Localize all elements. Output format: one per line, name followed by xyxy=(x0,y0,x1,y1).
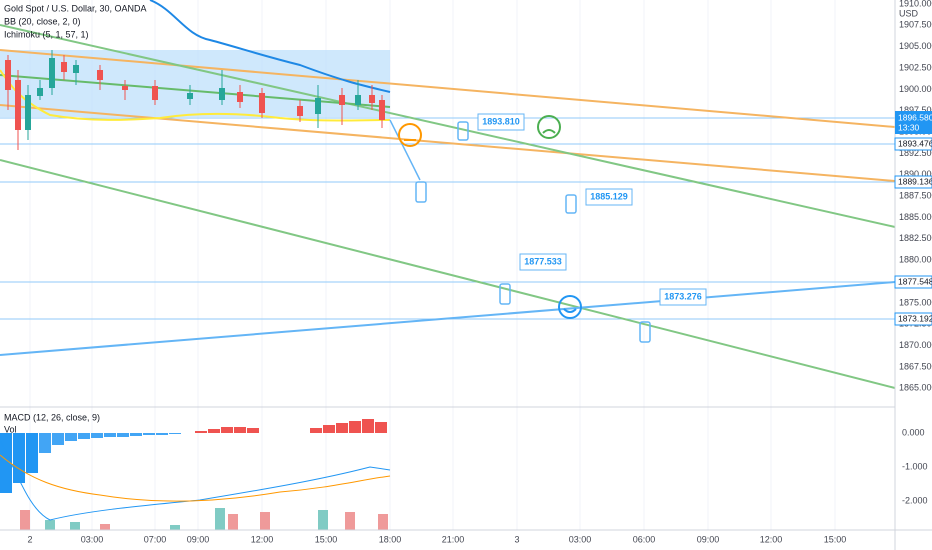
annotation: 1873.276 xyxy=(664,291,702,301)
time-tick-label: 2 xyxy=(27,534,32,544)
range-box xyxy=(0,50,390,117)
price-badge-label: 1873.192 xyxy=(898,313,932,323)
time-tick-label: 03:00 xyxy=(81,534,104,544)
price-tick-label: 1910.000 xyxy=(899,0,932,8)
time-tick-label: 15:00 xyxy=(824,534,847,544)
time-tick-label: 09:00 xyxy=(697,534,720,544)
time-tick-label: 18:00 xyxy=(379,534,402,544)
price-tick-label: 1892.500 xyxy=(899,148,932,158)
macd-tick-label: -2.000 xyxy=(902,495,928,505)
price-tick-label: 1902.500 xyxy=(899,62,932,72)
price-tick-label: 1900.000 xyxy=(899,84,932,94)
price-badge xyxy=(894,312,932,326)
legend: Gold Spot / U.S. Dollar, 30, OANDA BB (2… xyxy=(4,3,147,39)
indicator-label: Vol xyxy=(4,424,17,434)
indicator-label: MACD (12, 26, close, 9) xyxy=(4,412,100,422)
time-tick-label: 06:00 xyxy=(633,534,656,544)
price-tick-label: 1907.500 xyxy=(899,20,932,30)
candles xyxy=(5,50,385,150)
level-lines xyxy=(0,117,895,320)
price-tick-label: 1870.000 xyxy=(899,340,932,350)
time-tick-label: 09:00 xyxy=(187,534,210,544)
time-tick-label: 21:00 xyxy=(442,534,465,544)
price-tick-label: 1865.000 xyxy=(899,383,932,393)
symbol-title: Gold Spot / U.S. Dollar, 30, OANDA xyxy=(4,3,147,13)
time-tick-label: 15:00 xyxy=(315,534,338,544)
last-price: 1896.580 xyxy=(898,112,932,122)
price-tick-label: 1897.500 xyxy=(899,105,932,115)
price-badge-label: 1889.136 xyxy=(898,176,932,186)
indicator-label: BB (20, close, 2, 0) xyxy=(4,16,81,26)
time-tick-label: 07:00 xyxy=(144,534,167,544)
price-tick-label: 1882.500 xyxy=(899,233,932,243)
annotation: 1877.533 xyxy=(524,256,562,266)
macd-tick-label: -1.000 xyxy=(902,461,928,471)
indicator-label: Ichimoku (5, 1, 57, 1) xyxy=(4,29,89,39)
price-tick-label: 1867.500 xyxy=(899,361,932,371)
last-price-badge xyxy=(895,111,932,134)
price-tick-label: 1880.000 xyxy=(899,255,932,265)
annotation: 1885.129 xyxy=(590,191,628,201)
trend-lines xyxy=(0,0,896,389)
price-tick-label: 1885.000 xyxy=(899,212,932,222)
emoji-icons xyxy=(398,115,651,343)
price-badge-label: 1893.476 xyxy=(898,138,932,148)
price-tick-label: 1905.000 xyxy=(899,41,932,51)
macd-tick-label: 0.000 xyxy=(902,427,925,437)
price-tick-label: 1875.000 xyxy=(899,297,932,307)
price-tick-label: 1890.000 xyxy=(899,169,932,179)
price-badge xyxy=(894,137,932,151)
price-badge xyxy=(894,175,932,189)
time-tick-label: 12:00 xyxy=(760,534,783,544)
price-tick-label: 1887.500 xyxy=(899,191,932,201)
annotation: 1893.810 xyxy=(482,116,520,126)
price-axis: USD xyxy=(894,0,919,550)
countdown: 13:30 xyxy=(898,122,920,132)
annotations: 1893.810 1885.129 1877.533 1873.276 xyxy=(477,113,707,306)
price-badge xyxy=(894,275,932,289)
macd-pane: MACD (12, 26, close, 9) Vol xyxy=(0,412,391,530)
time-tick-label: 03:00 xyxy=(569,534,592,544)
currency-label: USD xyxy=(899,8,919,18)
time-tick-label: 3 xyxy=(514,534,519,544)
time-tick-label: 12:00 xyxy=(251,534,274,544)
price-badge-label: 1877.548 xyxy=(898,276,932,286)
